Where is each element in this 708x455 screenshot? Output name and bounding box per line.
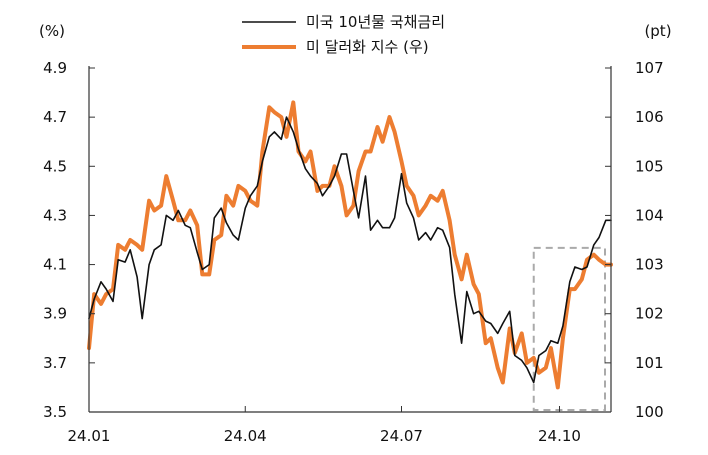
right-axis: 107 106 105 104 103 102 101 100 (pt) bbox=[605, 22, 672, 421]
left-tick-label: 3.7 bbox=[43, 354, 67, 372]
x-tick-label: 24.04 bbox=[224, 427, 267, 445]
right-tick-label: 100 bbox=[635, 403, 664, 421]
left-tick-label: 4.9 bbox=[43, 59, 67, 77]
x-axis-ticks: 24.01 24.04 24.07 24.10 bbox=[68, 406, 581, 445]
legend-item-dollar-index: 미 달러화 지수 (우) bbox=[242, 38, 429, 56]
right-tick-label: 104 bbox=[635, 206, 664, 224]
left-axis-unit: (%) bbox=[39, 22, 65, 40]
right-axis-unit: (pt) bbox=[644, 22, 671, 40]
highlight-box bbox=[532, 246, 607, 411]
left-tick-label: 4.7 bbox=[43, 108, 67, 126]
right-axis-ticks: 107 106 105 104 103 102 101 100 bbox=[605, 59, 664, 421]
left-tick-label: 3.9 bbox=[43, 305, 67, 323]
legend-label-dollar-index: 미 달러화 지수 (우) bbox=[306, 38, 429, 56]
left-tick-label: 4.1 bbox=[43, 256, 67, 274]
right-tick-label: 102 bbox=[635, 305, 664, 323]
series-line-treasury-yield bbox=[88, 116, 612, 384]
right-tick-label: 103 bbox=[635, 256, 664, 274]
x-tick-label: 24.10 bbox=[538, 427, 581, 445]
left-tick-label: 4.3 bbox=[43, 206, 67, 224]
left-axis: 4.9 4.7 4.5 4.3 4.1 3.9 3.7 3.5 (%) bbox=[39, 22, 95, 421]
legend-label-treasury: 미국 10년물 국채금리 bbox=[306, 13, 445, 31]
series-line-dollar-index bbox=[87, 100, 613, 390]
left-tick-label: 4.5 bbox=[43, 157, 67, 175]
x-tick-label: 24.01 bbox=[68, 427, 111, 445]
right-tick-label: 105 bbox=[635, 157, 664, 175]
right-tick-label: 101 bbox=[635, 354, 664, 372]
right-tick-label: 106 bbox=[635, 108, 664, 126]
legend: 미국 10년물 국채금리 미 달러화 지수 (우) bbox=[242, 13, 445, 56]
legend-item-treasury: 미국 10년물 국채금리 bbox=[242, 13, 445, 31]
x-axis: 24.01 24.04 24.07 24.10 bbox=[68, 406, 611, 445]
highlight-box-layer bbox=[532, 246, 607, 411]
right-tick-label: 107 bbox=[635, 59, 664, 77]
left-tick-label: 3.5 bbox=[43, 403, 67, 421]
left-axis-ticks: 4.9 4.7 4.5 4.3 4.1 3.9 3.7 3.5 bbox=[43, 59, 95, 421]
x-tick-label: 24.07 bbox=[380, 427, 423, 445]
series-layer bbox=[87, 100, 613, 390]
